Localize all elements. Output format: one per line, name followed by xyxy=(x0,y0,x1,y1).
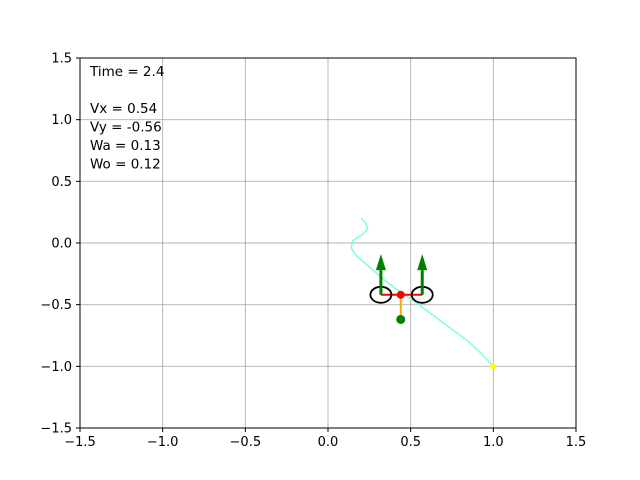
plot-data xyxy=(350,217,497,370)
wo-label: Wo = 0.12 xyxy=(90,157,161,173)
velocity-arrow-head-0 xyxy=(375,254,386,271)
axis-ticks: −1.5 −1.0 −0.5 0.0 0.5 1.0 1.5 −1.5 −1.0 −0.5 0.0 0… xyxy=(40,52,586,451)
target-point xyxy=(490,363,497,370)
time-label: Time = 2.4 xyxy=(89,64,164,80)
y-tick-label-5: 1.0 xyxy=(51,113,72,128)
velocity-arrow-head-1 xyxy=(417,254,428,271)
robot-center-point xyxy=(396,290,405,299)
pendulum-end-point xyxy=(396,314,406,324)
y-tick-label-3: 0.0 xyxy=(51,237,72,252)
vx-label: Vx = 0.54 xyxy=(90,101,157,117)
x-tick-label-2: −0.5 xyxy=(230,435,262,450)
x-tick-label-5: 1.0 xyxy=(483,435,504,450)
y-tick-label-2: −0.5 xyxy=(40,298,72,313)
x-tick-label-3: 0.0 xyxy=(318,435,339,450)
y-tick-label-0: −1.5 xyxy=(40,422,72,437)
y-tick-label-1: −1.0 xyxy=(40,360,72,375)
x-tick-label-6: 1.5 xyxy=(566,435,587,450)
y-tick-label-4: 0.5 xyxy=(51,175,72,190)
y-tick-label-6: 1.5 xyxy=(51,52,72,67)
vy-label: Vy = -0.56 xyxy=(90,120,162,136)
wa-label: Wa = 0.13 xyxy=(90,138,161,154)
info-annotations: Time = 2.4 Vx = 0.54 Vy = -0.56 Wa = 0.1… xyxy=(89,64,164,173)
x-tick-label-4: 0.5 xyxy=(400,435,421,450)
x-tick-label-0: −1.5 xyxy=(64,435,96,450)
x-tick-label-1: −1.0 xyxy=(147,435,179,450)
trajectory-line xyxy=(350,217,494,367)
